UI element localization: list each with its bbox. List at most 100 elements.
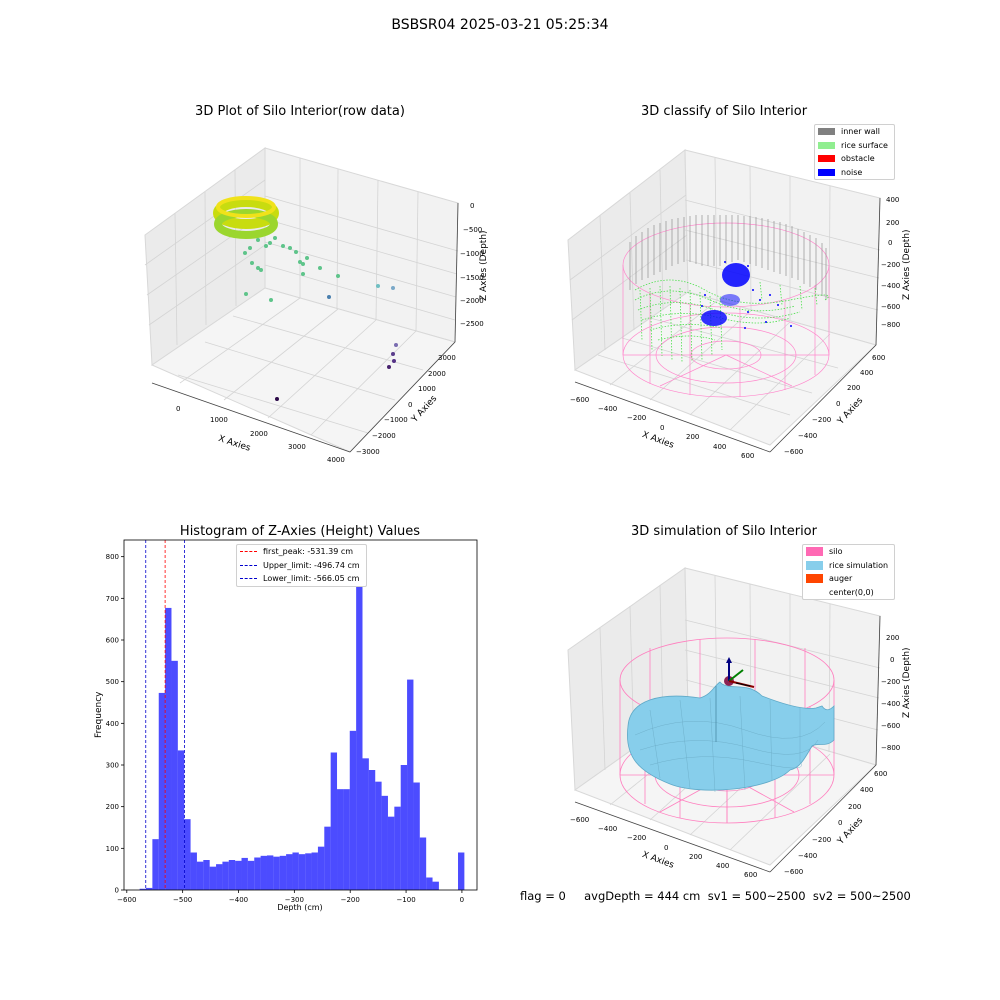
- simulation-center-marker: [724, 657, 755, 688]
- legend-label: noise: [841, 167, 863, 177]
- simulation-z-tick: −600: [881, 722, 901, 730]
- simulation-z-tick: 200: [886, 634, 900, 642]
- raw-y-tick: −3000: [356, 448, 380, 456]
- histogram-bar: [407, 679, 414, 890]
- classify-3d-plot: [567, 149, 881, 453]
- histogram-bar: [413, 782, 420, 890]
- legend-label: first_peak: -531.39 cm: [263, 547, 354, 557]
- raw-y-tick: 1000: [418, 385, 436, 393]
- legend-entry: auger: [803, 572, 894, 586]
- classify-y-tick: −400: [798, 432, 818, 440]
- y-tick-label: 300: [106, 762, 119, 770]
- classify-x-axis: [574, 381, 771, 453]
- legend-label: rice surface: [841, 140, 888, 150]
- y-tick-label: 100: [106, 845, 119, 853]
- raw-y-tick: 2000: [428, 370, 446, 378]
- classify-x-tick: −600: [570, 396, 590, 404]
- histogram-bar: [165, 607, 172, 890]
- histogram-bar: [247, 860, 255, 890]
- histogram-title: Histogram of Z-Axies (Height) Values: [179, 524, 421, 539]
- simulation-x-tick: 0: [664, 844, 669, 852]
- raw-x-axis: [151, 382, 351, 453]
- histogram-bar: [146, 887, 153, 890]
- classify-noise-points: [701, 261, 792, 329]
- y-tick-label: 600: [106, 637, 119, 645]
- classify-y-tick: 600: [872, 354, 886, 362]
- raw-x-tick: 0: [176, 405, 181, 413]
- histogram-legend: first_peak: -531.39 cm Upper_limit: -496…: [236, 544, 367, 587]
- raw-y-tick: −2000: [372, 432, 396, 440]
- histogram-bar: [349, 730, 357, 890]
- x-tick-label: −600: [117, 896, 136, 904]
- simulation-y-tick: 400: [860, 786, 874, 794]
- histogram-bar: [394, 806, 401, 890]
- classify-x-tick: 600: [741, 452, 755, 460]
- histogram-bar: [362, 758, 369, 890]
- histogram-bar: [343, 789, 350, 890]
- raw-z-tick: −2000: [460, 297, 484, 305]
- classify-inner-wall: [629, 215, 827, 300]
- classify-plot-title: 3D classify of Silo Interior: [640, 104, 808, 119]
- legend-swatch: [818, 155, 835, 163]
- legend-swatch: [806, 547, 823, 557]
- raw-x-tick: 3000: [288, 443, 306, 451]
- histogram-bar: [254, 857, 261, 890]
- legend-swatch: [818, 141, 835, 149]
- simulation-y-tick: 200: [848, 803, 862, 811]
- legend-label: inner wall: [841, 127, 881, 137]
- legend-label: Upper_limit: -496.74 cm: [263, 560, 360, 570]
- legend-entry: Lower_limit: -566.05 cm: [237, 572, 366, 586]
- histogram-bar: [241, 857, 248, 890]
- simulation-x-tick: −600: [570, 816, 590, 824]
- raw-z-tick: 0: [470, 202, 475, 210]
- raw-3d-plot: [144, 147, 459, 453]
- classify-x-tick: 0: [660, 424, 665, 432]
- classify-z-tick: 400: [886, 196, 900, 204]
- histogram-bar: [286, 854, 293, 890]
- histogram-bar: [260, 855, 267, 890]
- classify-z-tick: −800: [881, 321, 901, 329]
- legend-entry: center(0,0): [803, 586, 894, 600]
- histogram-bar: [139, 888, 147, 890]
- legend-swatch: [818, 168, 835, 176]
- histogram-bar: [400, 765, 408, 890]
- histogram-bar: [235, 860, 242, 890]
- histogram-bar: [196, 861, 204, 890]
- simulation-z-tick: 0: [890, 656, 895, 664]
- x-tick-label: 0: [460, 896, 464, 904]
- simulation-3d-plot: [567, 567, 881, 873]
- raw-z-axis: [454, 202, 459, 343]
- legend-swatch: [806, 560, 823, 570]
- legend-label: silo: [829, 547, 843, 557]
- histogram-bar: [381, 795, 388, 890]
- histogram-bar: [177, 750, 185, 890]
- histogram-frame: [123, 539, 478, 891]
- classify-z-tick: 0: [888, 239, 893, 247]
- x-tick-label: −200: [341, 896, 360, 904]
- simulation-z-tick: −400: [881, 700, 901, 708]
- legend-entry: inner wall: [815, 125, 894, 139]
- classify-z-tick: 200: [886, 219, 900, 227]
- raw-y-axis: [349, 341, 456, 453]
- histogram-bar: [458, 852, 465, 890]
- simulation-y-axis: [769, 764, 877, 873]
- classify-z-tick: −200: [881, 261, 901, 269]
- simulation-y-tick: 0: [838, 819, 843, 827]
- legend-line: [240, 551, 257, 553]
- y-tick-label: 800: [106, 553, 119, 561]
- legend-swatch: [818, 128, 835, 136]
- raw-scatter-points: [243, 236, 340, 302]
- simulation-z-axis: [875, 615, 881, 766]
- simulation-x-axis: [574, 801, 771, 873]
- histogram-plot: −600 −500 −400 −300 −200 −100 0 0 100 200 300 400 50…: [106, 539, 478, 904]
- histogram-bar: [330, 752, 338, 890]
- x-tick-label: −500: [173, 896, 192, 904]
- histogram-bar: [387, 816, 395, 890]
- legend-entry: rice surface: [815, 139, 894, 153]
- classify-y-tick: −200: [812, 416, 832, 424]
- simulation-y-tick: −600: [784, 868, 804, 876]
- y-tick-label: 0: [115, 887, 119, 895]
- legend-entry: rice simulation: [803, 559, 894, 573]
- raw-y-tick: −1000: [384, 416, 408, 424]
- histogram-bar: [171, 660, 178, 890]
